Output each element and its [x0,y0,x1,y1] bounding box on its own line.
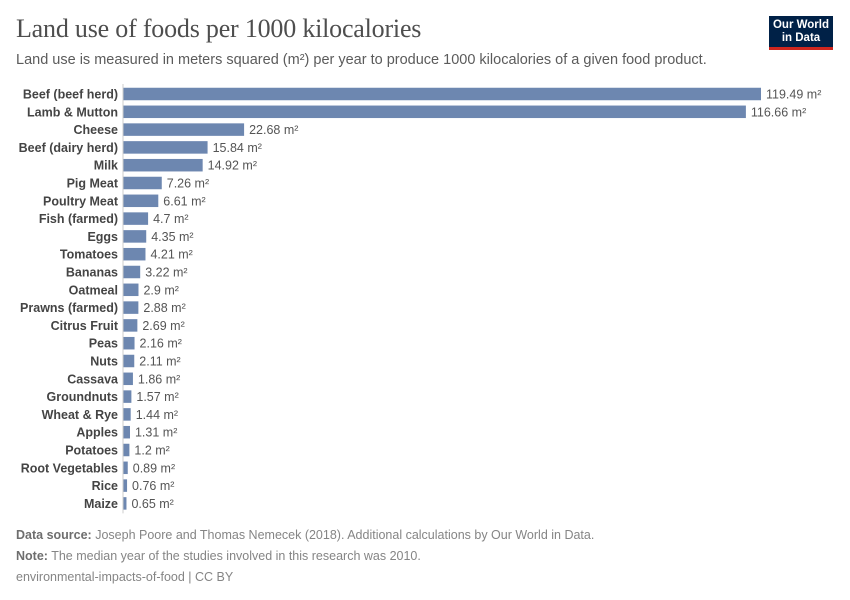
bar[interactable] [123,390,132,403]
data-label: 22.68 m² [249,123,298,137]
bar[interactable] [123,283,139,297]
bar[interactable] [123,372,133,386]
category-label: Peas [89,337,118,351]
category-label: Oatmeal [69,283,118,297]
bar[interactable] [123,425,130,439]
bar[interactable] [123,497,127,510]
bar[interactable] [123,265,141,279]
category-label: Root Vegetables [21,461,118,475]
note: Note: The median year of the studies inv… [16,549,421,563]
bar[interactable] [123,141,208,154]
category-label: Maize [84,497,118,511]
bar[interactable] [123,123,245,136]
data-label: 0.76 m² [132,479,174,493]
data-label: 4.21 m² [150,248,192,262]
data-label: 2.69 m² [142,319,184,333]
category-label: Prawns (farmed) [20,301,118,315]
category-label: Cheese [74,123,119,137]
category-label: Apples [76,426,118,440]
data-label: 7.26 m² [167,177,209,191]
note-label: Note: [16,549,48,563]
data-label: 116.66 m² [751,105,806,119]
bar[interactable] [123,194,159,208]
category-label: Eggs [87,230,118,244]
bar[interactable] [123,212,149,225]
category-label: Fish (farmed) [39,212,118,226]
category-label: Wheat & Rye [42,408,118,422]
bar[interactable] [123,319,138,332]
bar[interactable] [123,461,128,475]
category-label: Poultry Meat [43,194,119,208]
data-label: 1.2 m² [134,444,169,458]
data-label: 2.88 m² [143,301,185,315]
category-label: Potatoes [65,444,118,458]
data-label: 0.89 m² [133,461,175,475]
data-label: 2.16 m² [140,337,182,351]
category-label: Tomatoes [60,248,118,262]
data-source: Data source: Joseph Poore and Thomas Nem… [16,528,594,542]
category-label: Beef (dairy herd) [19,141,118,155]
bar[interactable] [123,443,130,457]
data-label: 14.92 m² [208,159,257,173]
owid-logo[interactable]: Our World in Data [769,16,833,50]
category-label: Rice [92,479,118,493]
category-label: Pig Meat [67,177,119,191]
chart-subtitle: Land use is measured in meters squared (… [16,52,707,68]
data-label: 2.11 m² [139,355,180,369]
category-label: Citrus Fruit [51,319,119,333]
chart-title: Land use of foods per 1000 kilocalories [16,14,422,43]
bar[interactable] [123,105,746,119]
category-label: Beef (beef herd) [23,88,118,102]
data-source-text: Joseph Poore and Thomas Nemecek (2018). … [91,528,595,542]
bar[interactable] [123,479,128,492]
category-label: Cassava [67,372,119,386]
category-label: Milk [94,159,118,173]
data-label: 1.44 m² [136,408,178,422]
category-label: Bananas [66,266,118,280]
data-label: 1.57 m² [136,390,178,404]
bar[interactable] [123,354,135,368]
category-label: Nuts [90,355,118,369]
bar[interactable] [123,336,135,350]
bar-chart: Beef (beef herd) 119.49 m² Lamb & Mutton 11… [19,84,821,514]
note-text: The median year of the studies involved … [47,549,421,563]
bar[interactable] [123,301,139,314]
category-label: Groundnuts [46,390,118,404]
bar[interactable] [123,87,761,101]
license-link[interactable]: environmental-impacts-of-food | CC BY [16,570,234,584]
data-label: 4.7 m² [153,212,188,226]
bar[interactable] [123,408,131,421]
data-label: 2.9 m² [143,283,178,297]
bar[interactable] [123,158,203,172]
data-source-label: Data source: [16,528,92,542]
data-label: 119.49 m² [766,88,821,102]
data-label: 1.31 m² [135,426,177,440]
data-label: 1.86 m² [138,372,180,386]
data-label: 15.84 m² [213,141,262,155]
data-label: 6.61 m² [163,194,205,208]
bar[interactable] [123,247,146,261]
bar[interactable] [123,230,147,243]
category-label: Lamb & Mutton [27,105,118,119]
data-label: 0.65 m² [131,497,173,511]
bar[interactable] [123,176,162,190]
data-label: 4.35 m² [151,230,193,244]
data-label: 3.22 m² [145,266,187,280]
